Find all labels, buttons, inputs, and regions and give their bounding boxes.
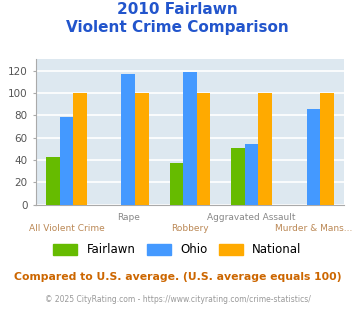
Text: Violent Crime Comparison: Violent Crime Comparison bbox=[66, 20, 289, 35]
Text: Compared to U.S. average. (U.S. average equals 100): Compared to U.S. average. (U.S. average … bbox=[14, 272, 341, 282]
Bar bbox=[320, 93, 334, 205]
Bar bbox=[307, 109, 320, 205]
Bar bbox=[197, 93, 210, 205]
Text: Robbery: Robbery bbox=[171, 224, 209, 233]
Text: Murder & Mans...: Murder & Mans... bbox=[275, 224, 352, 233]
Bar bbox=[46, 156, 60, 205]
Text: © 2025 CityRating.com - https://www.cityrating.com/crime-statistics/: © 2025 CityRating.com - https://www.city… bbox=[45, 295, 310, 304]
Text: Aggravated Assault: Aggravated Assault bbox=[207, 213, 296, 222]
Bar bbox=[170, 163, 183, 205]
Bar bbox=[183, 72, 197, 205]
Bar bbox=[231, 148, 245, 205]
Bar bbox=[245, 144, 258, 205]
Bar bbox=[60, 117, 73, 205]
Bar bbox=[73, 93, 87, 205]
Bar bbox=[258, 93, 272, 205]
Text: 2010 Fairlawn: 2010 Fairlawn bbox=[117, 2, 238, 16]
Legend: Fairlawn, Ohio, National: Fairlawn, Ohio, National bbox=[49, 239, 306, 261]
Bar bbox=[135, 93, 148, 205]
Bar bbox=[121, 74, 135, 205]
Text: All Violent Crime: All Violent Crime bbox=[28, 224, 104, 233]
Text: Rape: Rape bbox=[117, 213, 140, 222]
